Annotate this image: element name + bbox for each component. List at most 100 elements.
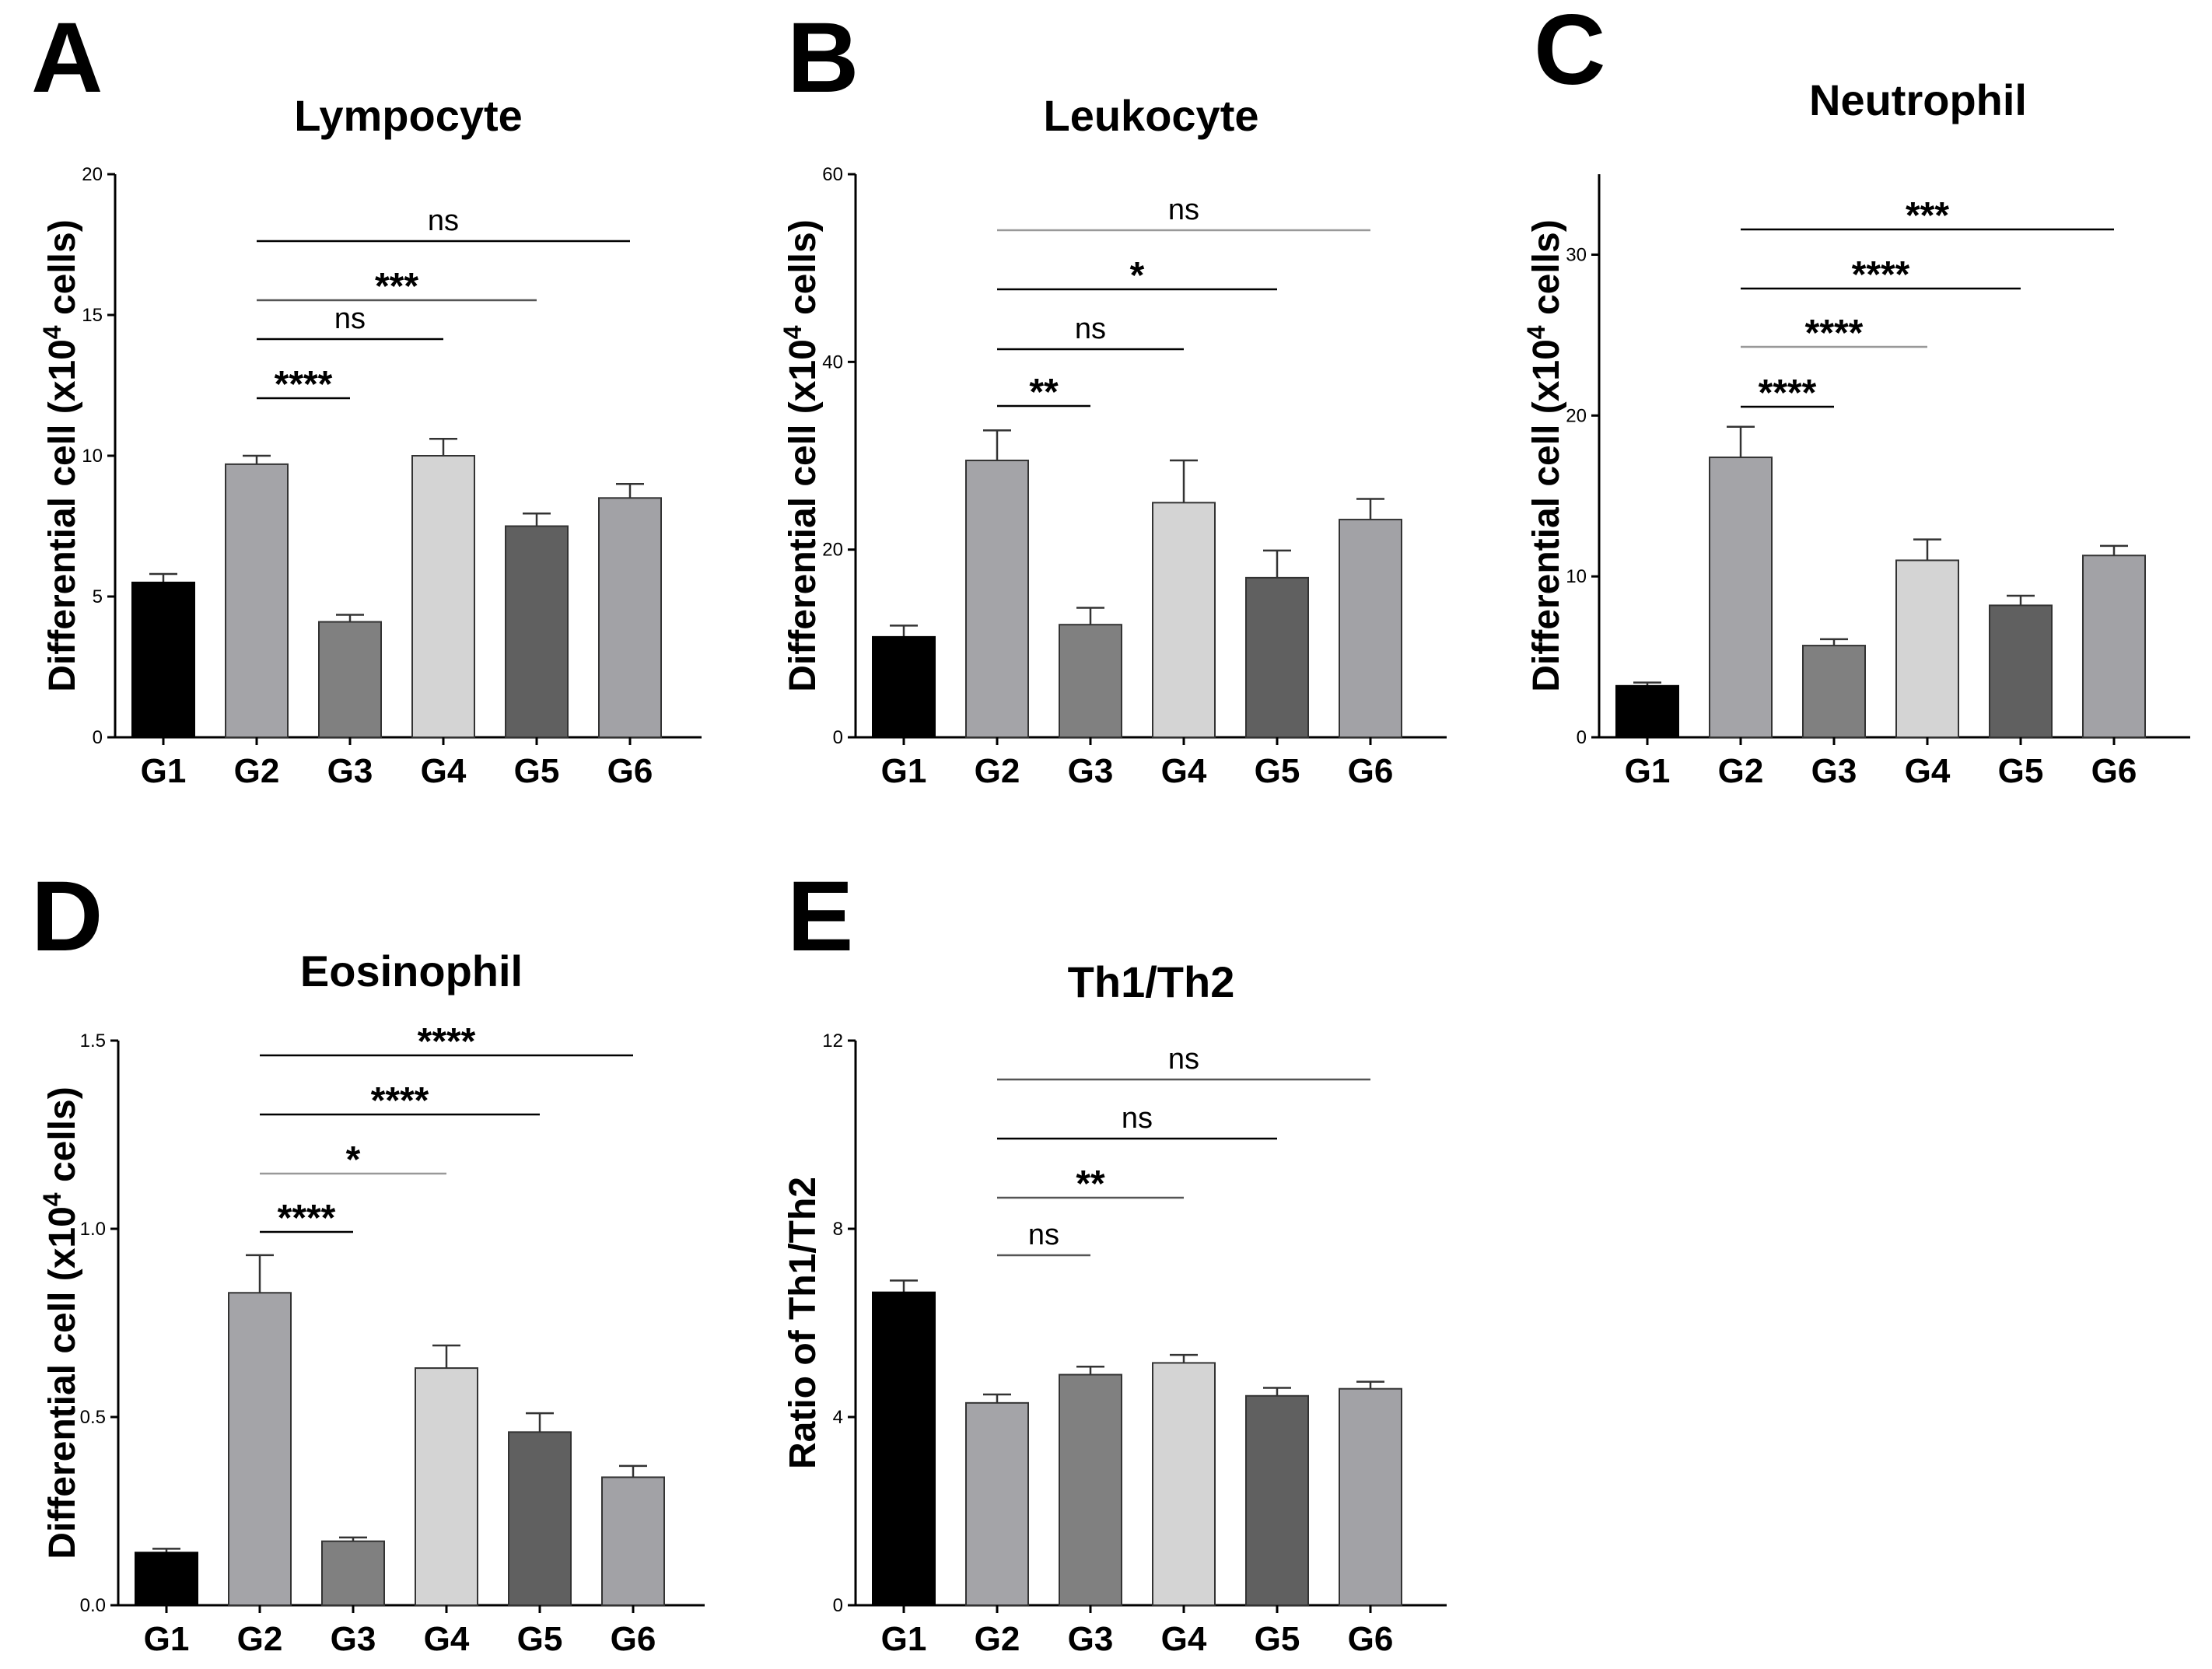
y-tick-label: 12	[822, 1030, 843, 1051]
x-tick-label: G5	[1998, 752, 2044, 790]
bar-g1	[872, 635, 936, 738]
x-tick-label: G5	[514, 752, 560, 790]
x-tick-label: G2	[237, 1620, 283, 1658]
x-tick-label: G6	[607, 752, 653, 790]
bar-g5	[1245, 1394, 1309, 1607]
x-tick-label: G4	[1905, 752, 1951, 790]
y-axis-label-superscript: 4	[38, 325, 66, 339]
y-tick-label: 40	[822, 352, 843, 373]
y-tick-label: 0	[833, 727, 843, 748]
y-tick-label: 0.5	[80, 1407, 106, 1428]
x-tick-label: G2	[234, 752, 280, 790]
bar-g6	[598, 497, 662, 738]
x-tick-label: G5	[517, 1620, 563, 1658]
y-axis-label-unit: cells)	[782, 219, 824, 325]
y-axis-label: Differential cell (x104 cells)	[38, 1086, 83, 1559]
y-axis-label-superscript: 4	[1522, 325, 1550, 339]
y-tick-label: 10	[82, 446, 103, 467]
significance-label: ***	[1906, 195, 1949, 236]
x-tick-label: G1	[144, 1620, 190, 1658]
chart-title: Eosinophil	[300, 946, 523, 995]
chart-panel-e: E Th1/Th2 Ratio of Th1/Th2 0 4 8 12 G1 G2 G3 G4 G5 G…	[782, 861, 1447, 1658]
y-tick-label: 30	[1566, 244, 1587, 265]
significance-label: *	[346, 1139, 361, 1181]
bar-g6	[1339, 519, 1402, 738]
bar-g2	[965, 460, 1029, 738]
x-tick-label: G2	[975, 752, 1020, 790]
y-axis-label: Ratio of Th1/Th2	[782, 1177, 824, 1469]
bar-g5	[505, 525, 569, 738]
x-tick-label: G4	[1161, 752, 1207, 790]
chart-panel-b: B Leukocyte Differential cell (x104 cells)…	[779, 2, 1447, 790]
significance-label: ****	[418, 1021, 476, 1062]
y-axis-label-main: Ratio of Th1/Th2	[782, 1177, 824, 1469]
y-axis-label-main: Differential cell (x10	[1526, 339, 1567, 692]
y-tick-label: 0	[93, 727, 103, 748]
y-tick-label: 8	[833, 1219, 843, 1240]
y-axis-label-main: Differential cell (x10	[42, 339, 83, 692]
significance-label: ns	[1028, 1219, 1059, 1251]
bar-g5	[508, 1431, 572, 1606]
y-tick-label: 4	[833, 1407, 843, 1428]
x-tick-label: G6	[1348, 752, 1394, 790]
bar-g2	[228, 1292, 292, 1607]
chart-title: Th1/Th2	[1068, 957, 1235, 1006]
bar-g4	[411, 455, 475, 738]
chart-panel-a: A Lympocyte Differential cell (x104 cells)…	[31, 2, 702, 790]
bar-g4	[1152, 1362, 1216, 1607]
chart-panel-c: C Neutrophil Differential cell (x104 cells…	[1522, 0, 2190, 790]
significance-label: ****	[1759, 373, 1817, 414]
significance-label: *	[1130, 255, 1145, 296]
y-axis-label: Differential cell (x104 cells)	[38, 219, 83, 691]
chart-title: Lympocyte	[294, 91, 523, 140]
bar-g3	[1059, 624, 1122, 739]
bar-g4	[1152, 502, 1216, 738]
bar-g2	[965, 1401, 1029, 1606]
x-tick-label: G4	[1161, 1620, 1207, 1658]
y-tick-label: 20	[1566, 405, 1587, 426]
y-axis-label-main: Differential cell (x10	[42, 1206, 83, 1559]
bar-g5	[1989, 604, 2053, 738]
x-tick-label: G6	[1348, 1620, 1394, 1658]
bar-g6	[1339, 1387, 1402, 1606]
bar-g3	[318, 621, 382, 739]
y-axis-label-superscript: 4	[779, 325, 807, 339]
significance-label: ****	[278, 1198, 336, 1239]
y-tick-label: 60	[822, 164, 843, 185]
bar-g3	[1059, 1373, 1122, 1607]
chart-title: Leukocyte	[1044, 91, 1259, 140]
x-tick-label: G3	[1068, 1620, 1114, 1658]
significance-label: ***	[375, 266, 418, 307]
significance-label: ns	[1075, 313, 1106, 345]
panel-letter: A	[31, 2, 103, 114]
significance-label: ns	[1168, 1043, 1199, 1076]
significance-label: ****	[1805, 313, 1864, 354]
x-tick-label: G4	[424, 1620, 470, 1658]
bar-g1	[131, 581, 195, 739]
y-axis-label-main: Differential cell (x10	[782, 339, 824, 692]
chart-panel-d: D Eosinophil Differential cell (x104 cells…	[31, 861, 705, 1658]
y-tick-label: 10	[1566, 566, 1587, 587]
bar-g1	[135, 1552, 198, 1606]
bar-g2	[1709, 457, 1773, 738]
bar-g4	[415, 1367, 478, 1606]
y-tick-label: 0	[833, 1595, 843, 1616]
panel-letter: E	[787, 861, 853, 972]
panel-letter: D	[31, 861, 103, 972]
significance-label: ****	[275, 364, 333, 405]
significance-label: **	[1076, 1163, 1105, 1205]
x-tick-label: G1	[141, 752, 187, 790]
significance-label: ns	[428, 205, 459, 237]
bar-g1	[872, 1291, 936, 1607]
y-tick-label: 20	[82, 164, 103, 185]
y-axis-label-unit: cells)	[42, 1086, 83, 1192]
y-axis-label-superscript: 4	[38, 1192, 66, 1206]
x-tick-label: G1	[881, 752, 927, 790]
bar-g3	[321, 1540, 385, 1606]
x-tick-label: G1	[881, 1620, 927, 1658]
significance-label: ****	[1852, 254, 1910, 296]
bar-g6	[2082, 555, 2146, 738]
x-tick-label: G3	[1068, 752, 1114, 790]
y-tick-label: 0.0	[80, 1595, 106, 1616]
